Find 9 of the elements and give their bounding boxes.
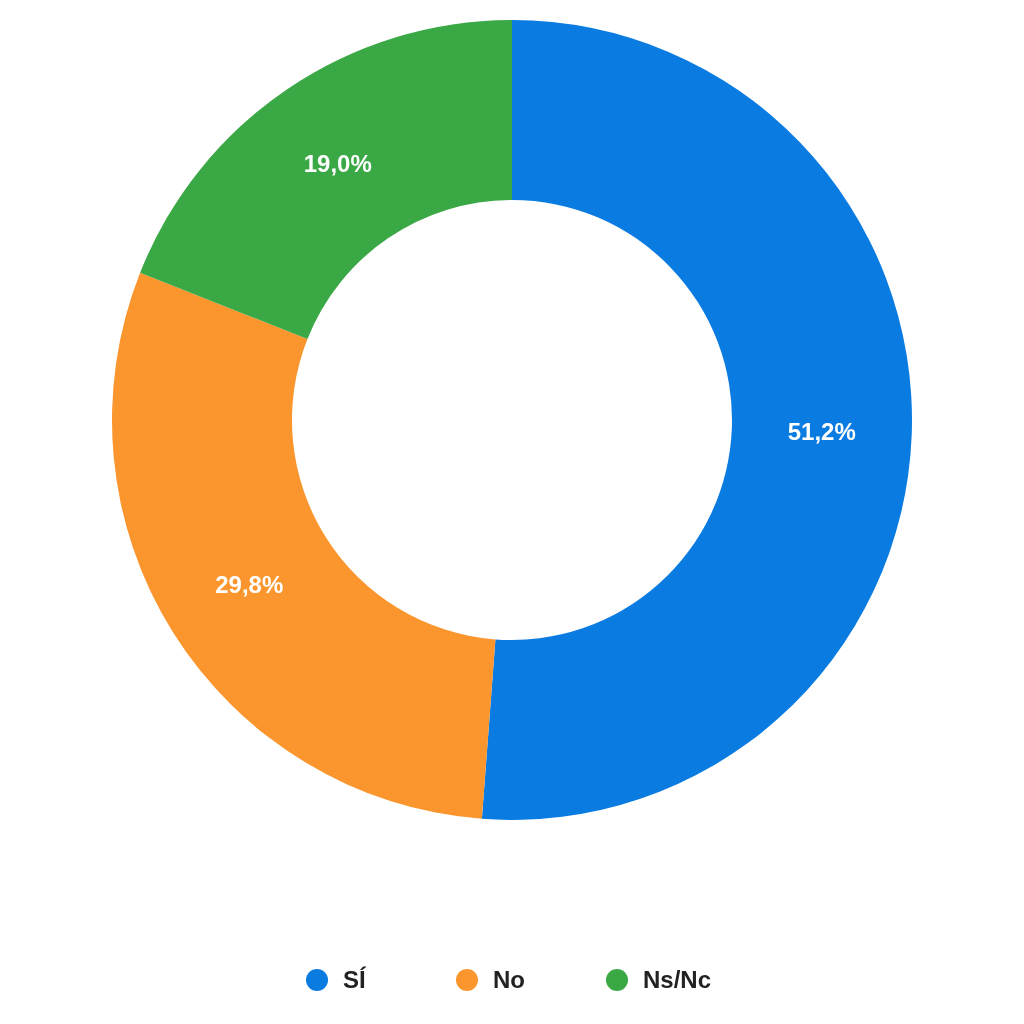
data-label: 51,2%: [787, 418, 856, 446]
donut-slice: [140, 20, 512, 340]
donut-slice: [112, 272, 496, 819]
data-label: 29,8%: [215, 570, 284, 598]
legend-label: Ns/Nc: [643, 966, 712, 994]
legend-label: SÍ: [343, 966, 368, 994]
data-label: 19,0%: [303, 150, 372, 178]
legend-label: No: [493, 966, 525, 994]
donut-slice: [481, 20, 912, 820]
